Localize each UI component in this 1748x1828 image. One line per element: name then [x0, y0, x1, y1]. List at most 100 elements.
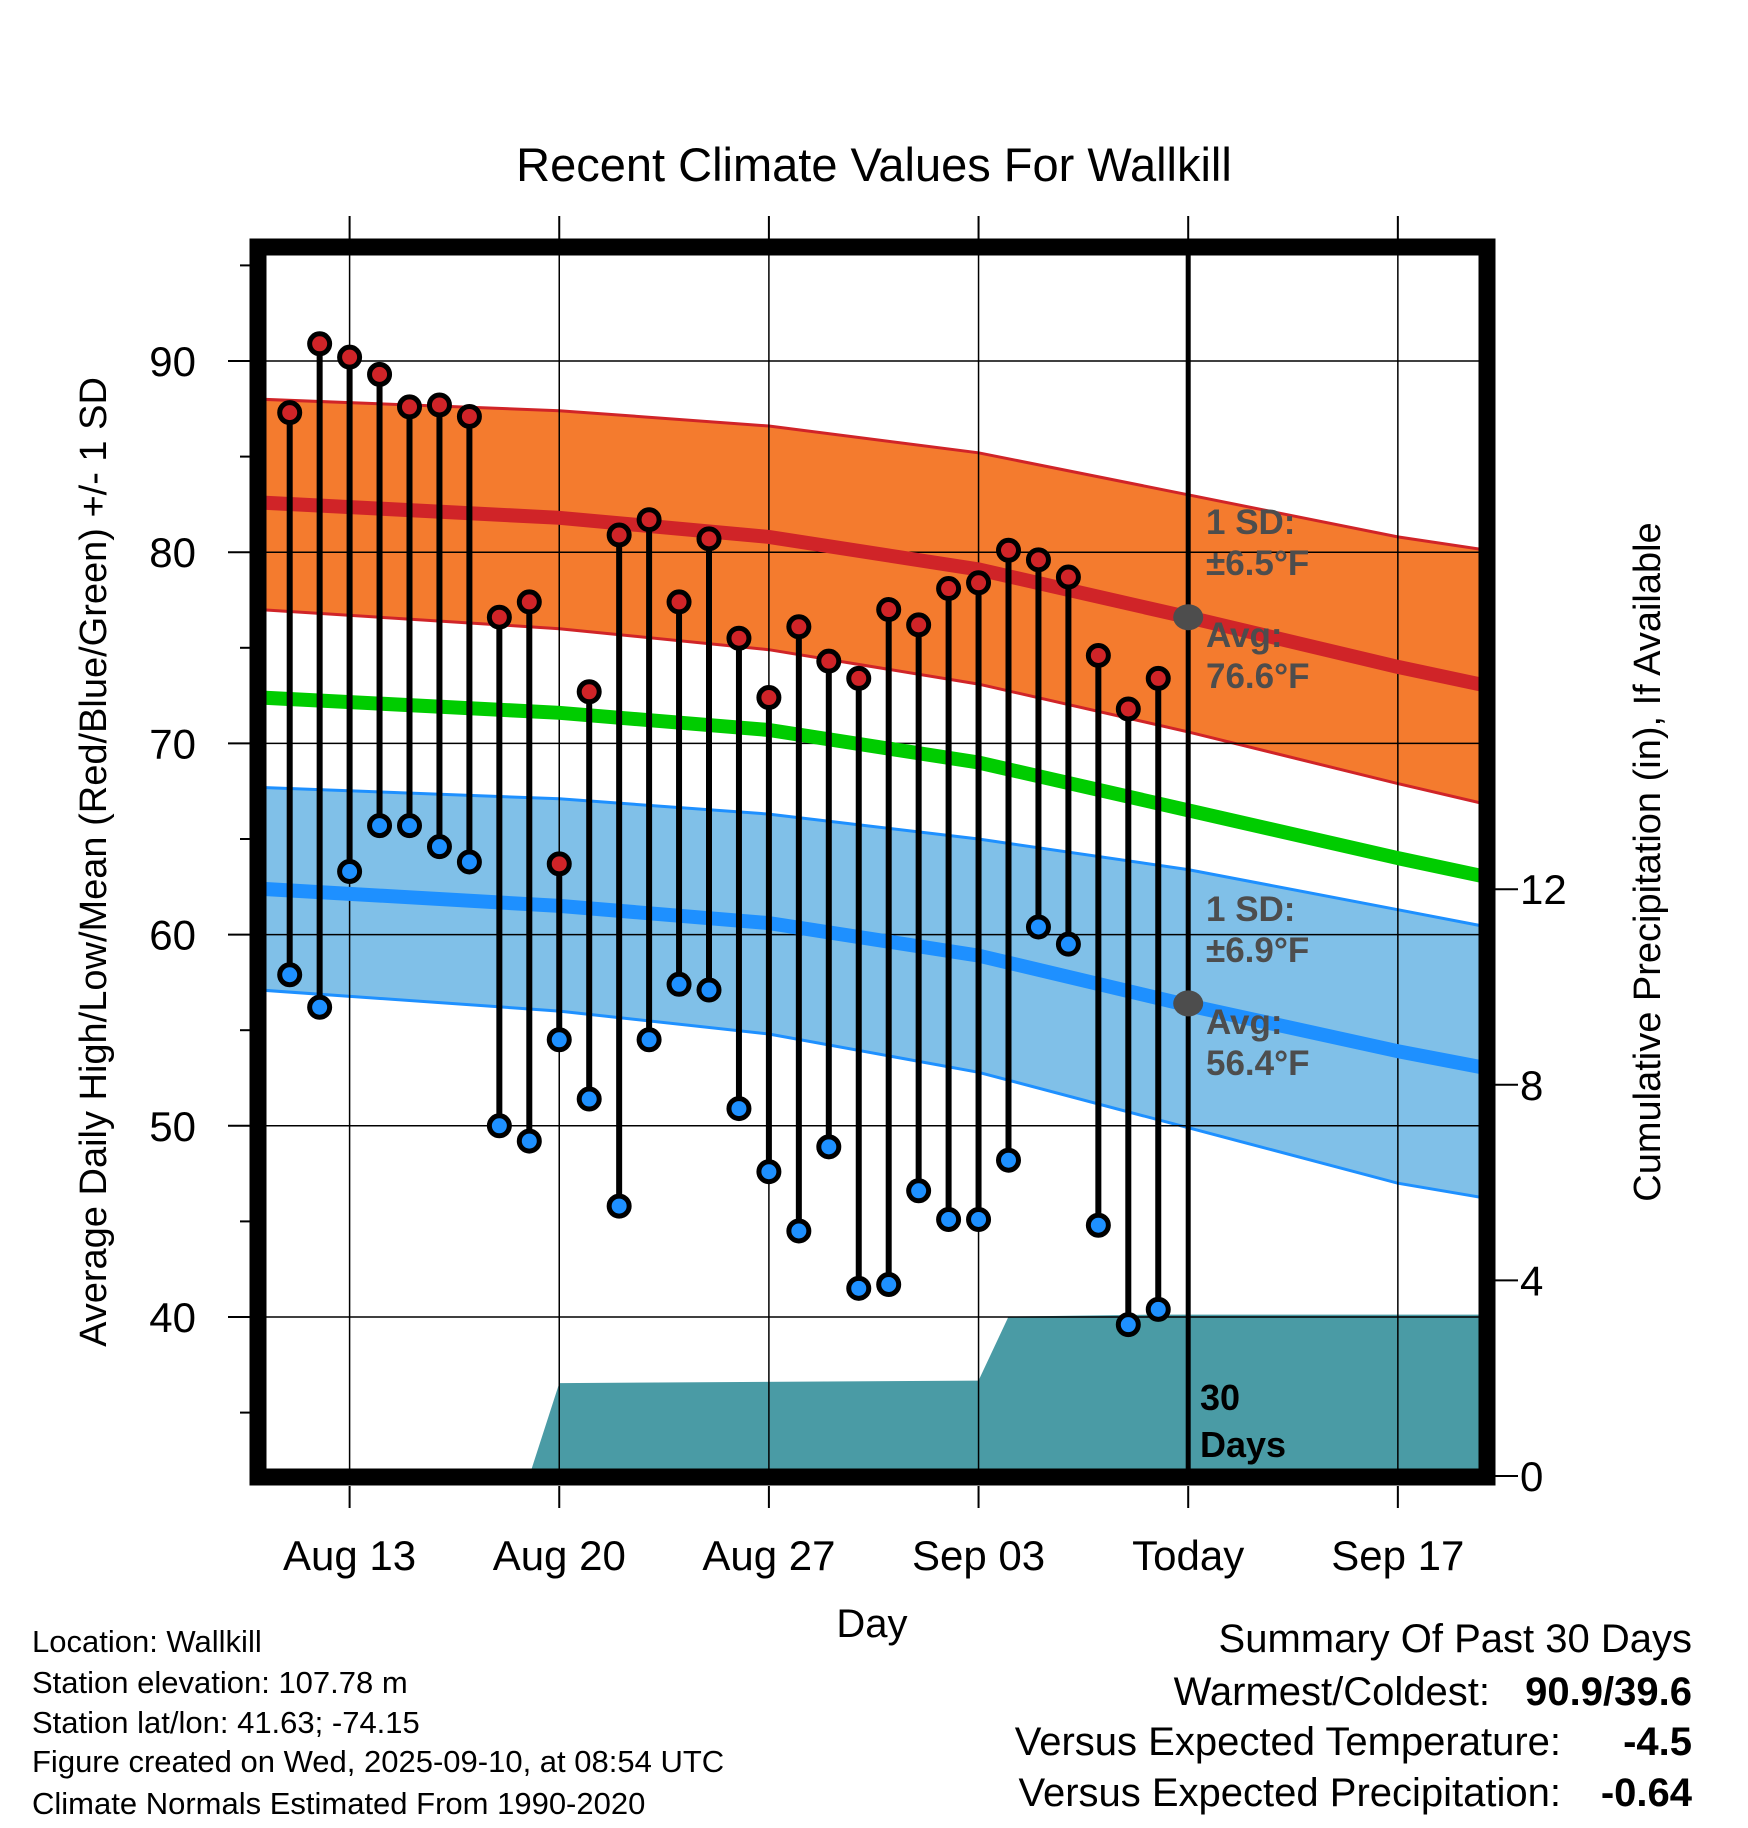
- daily-low-point: [906, 1178, 932, 1204]
- temp-anomaly-label: Versus Expected Temperature:: [1015, 1720, 1561, 1764]
- daily-high-point: [1025, 547, 1051, 573]
- plot-frame: [249, 238, 1496, 1486]
- daily-low-point: [576, 1086, 602, 1112]
- y-axis-label: Average Daily High/Low/Mean (Red/Blue/Gr…: [73, 377, 115, 1347]
- y2-tick-label: 0: [1520, 1453, 1543, 1500]
- daily-low-point: [1145, 1296, 1171, 1322]
- daily-high-point: [1085, 642, 1111, 668]
- daily-high-point: [486, 604, 512, 630]
- normal-high-line: [266, 495, 1479, 692]
- y2-axis-label: Cumulative Precipitation (in), If Availa…: [1627, 522, 1669, 1201]
- low-sd-value: ±6.9°F: [1206, 931, 1309, 970]
- daily-low-point: [277, 962, 303, 988]
- daily-low-point: [546, 1027, 572, 1053]
- daily-low-point: [1025, 914, 1051, 940]
- plot-area: [266, 255, 1479, 1469]
- warmest-label: Warmest/Coldest:: [1174, 1670, 1490, 1714]
- daily-high-point: [816, 648, 842, 674]
- svg-text:1 SD:: 1 SD:: [1206, 503, 1295, 542]
- daily-high-point: [397, 394, 422, 420]
- daily-high-point: [606, 522, 632, 548]
- y-tick-label: 90: [149, 338, 196, 385]
- daily-low-point: [307, 994, 333, 1020]
- daily-low-point: [456, 849, 482, 875]
- daily-low-point: [936, 1206, 962, 1232]
- daily-high-point: [367, 361, 393, 387]
- annotations: 1 SD: ±6.5°F Avg: 76.6°F 1 SD: ±6.9°F Av…: [1200, 503, 1310, 1465]
- daily-low-point: [786, 1218, 812, 1244]
- svg-text:Avg:: Avg:: [1206, 616, 1282, 655]
- daily-low-point: [636, 1027, 662, 1053]
- today-high-avg-marker: [1173, 604, 1204, 631]
- svg-text:±6.9°F: ±6.9°F: [1206, 931, 1309, 970]
- warmest-value: 90.9/39.6: [1525, 1670, 1692, 1714]
- high-sd-value: ±6.5°F: [1206, 544, 1309, 583]
- daily-low-point: [337, 859, 363, 885]
- x-tick-label: Aug 27: [702, 1532, 835, 1579]
- high-sd-band: [266, 399, 1479, 803]
- daily-low-point: [367, 813, 393, 839]
- temp-anomaly-value: -4.5: [1623, 1720, 1692, 1764]
- daily-high-point: [337, 344, 363, 370]
- daily-high-point: [1115, 696, 1141, 722]
- y2-tick-label: 8: [1520, 1062, 1543, 1109]
- daily-low-point: [996, 1147, 1021, 1173]
- daily-low-point: [1055, 931, 1081, 957]
- daily-high-point: [996, 537, 1021, 563]
- daily-high-point: [876, 597, 902, 623]
- daily-high-point: [756, 685, 782, 711]
- x-tick-label: Aug 20: [493, 1532, 626, 1579]
- precip-window-unit: Days: [1200, 1424, 1286, 1465]
- low-sd-band: [266, 787, 1479, 1198]
- daily-high-point: [786, 614, 812, 640]
- daily-low-point: [876, 1271, 902, 1297]
- daily-high-point: [636, 507, 662, 533]
- daily-low-point: [816, 1134, 842, 1160]
- cumulative-precip-area: [531, 1314, 1479, 1469]
- daily-low-point: [606, 1193, 632, 1219]
- daily-high-point: [666, 589, 692, 615]
- x-axis-label: Day: [836, 1602, 907, 1646]
- daily-low-point: [726, 1096, 752, 1122]
- y-tick-label: 70: [149, 720, 196, 767]
- daily-high-point: [277, 400, 303, 426]
- precip-window-label: 30: [1200, 1377, 1240, 1418]
- daily-high-point: [576, 679, 602, 705]
- x-tick-label: Sep 17: [1331, 1532, 1464, 1579]
- daily-high-point: [846, 665, 872, 691]
- y2-tick-label: 12: [1520, 866, 1567, 913]
- daily-high-point: [516, 589, 542, 615]
- daily-high-point: [546, 851, 572, 877]
- svg-text:1 SD:: 1 SD:: [1206, 890, 1295, 929]
- svg-text:Avg:: Avg:: [1206, 1003, 1282, 1042]
- x-tick-label: Aug 13: [283, 1532, 416, 1579]
- x-tick-label: Today: [1132, 1532, 1244, 1579]
- high-avg-label: Avg:: [1206, 616, 1282, 655]
- daily-low-point: [426, 834, 452, 860]
- high-sd-label: 1 SD:: [1206, 503, 1295, 542]
- daily-low-point: [1115, 1312, 1141, 1338]
- daily-high-point: [307, 331, 333, 357]
- daily-low-point: [1085, 1212, 1111, 1238]
- normals-text: Climate Normals Estimated From 1990-2020: [32, 1786, 645, 1821]
- low-sd-label: 1 SD:: [1206, 890, 1295, 929]
- daily-low-point: [397, 813, 422, 839]
- svg-text:56.4°F: 56.4°F: [1206, 1044, 1310, 1083]
- y-tick-label: 80: [149, 529, 196, 576]
- y-tick-label: 60: [149, 912, 196, 959]
- svg-text:±6.5°F: ±6.5°F: [1206, 544, 1309, 583]
- y-tick-label: 40: [149, 1294, 196, 1341]
- daily-high-point: [456, 403, 482, 429]
- low-avg-value: 56.4°F: [1206, 1044, 1310, 1083]
- daily-high-point: [426, 392, 452, 418]
- daily-high-point: [936, 576, 962, 602]
- station-info: Location: Wallkill Station elevation: 10…: [32, 1624, 724, 1821]
- daily-high-point: [726, 625, 752, 651]
- daily-low-point: [666, 971, 692, 997]
- daily-low-point: [846, 1275, 872, 1301]
- today-low-avg-marker: [1173, 990, 1204, 1017]
- daily-high-point: [966, 570, 992, 596]
- elevation-text: Station elevation: 107.78 m: [32, 1665, 408, 1700]
- daily-low-point: [756, 1159, 782, 1185]
- chart-title: Recent Climate Values For Wallkill: [516, 138, 1232, 191]
